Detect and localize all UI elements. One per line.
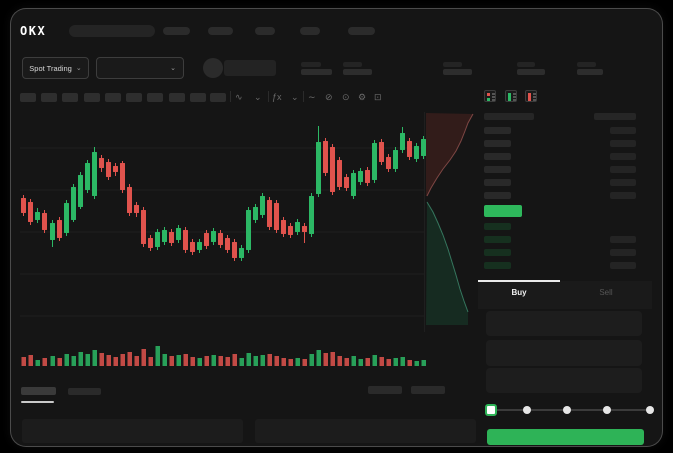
slider-dot[interactable] [603, 406, 611, 414]
bottom-toolbar-item[interactable] [411, 386, 445, 394]
timeframe-pill[interactable] [105, 93, 121, 102]
indicators-icon[interactable]: ƒx [272, 92, 282, 102]
trade-field[interactable] [486, 340, 642, 366]
nav-item[interactable] [163, 27, 190, 35]
tab-sell[interactable]: Sell [599, 288, 613, 297]
stat-label [443, 62, 462, 67]
camera-icon[interactable]: ⊙ [342, 92, 350, 102]
market-type-label: Spot Trading [29, 63, 72, 73]
stat-label [517, 62, 535, 67]
ob-bid-price[interactable] [484, 262, 511, 269]
ob-ask-amount [610, 179, 636, 186]
trendline-icon[interactable]: ∼ [308, 92, 316, 102]
bottom-toolbar-item[interactable] [368, 386, 402, 394]
toolbar-divider [303, 91, 304, 102]
timeframe-pill[interactable] [41, 93, 57, 102]
bottom-input[interactable] [255, 419, 476, 443]
market-type-selector[interactable]: Spot Trading ⌄ [22, 57, 89, 79]
ob-bid-amount [610, 249, 636, 256]
nav-item[interactable] [208, 27, 233, 35]
settings-icon[interactable]: ⚙ [358, 92, 367, 102]
ob-ask-amount [610, 127, 636, 134]
stat-label [301, 62, 321, 67]
ob-ask-amount [610, 140, 636, 147]
amount-slider-handle[interactable] [485, 404, 497, 416]
ob-ask-price[interactable] [484, 179, 511, 186]
slider-dot[interactable] [523, 406, 531, 414]
okx-logo: OKX [20, 24, 47, 38]
ob-layout-split-icon[interactable] [484, 90, 496, 102]
ob-ask-amount [610, 166, 636, 173]
stat-label [577, 62, 596, 67]
ob-ask-price[interactable] [484, 166, 511, 173]
ob-layout-asks-icon[interactable] [525, 90, 537, 102]
chevron-down-icon[interactable]: ⌄ [254, 92, 262, 102]
timeframe-pill[interactable] [62, 93, 78, 102]
stat-value [517, 69, 545, 75]
trade-tabbar [478, 281, 652, 309]
measure-icon[interactable]: ⊘ [325, 92, 333, 102]
active-tab-indicator [478, 280, 560, 282]
stat-value [301, 69, 332, 75]
ob-bid-price[interactable] [484, 236, 511, 243]
nav-item[interactable] [348, 27, 375, 35]
stat-value [443, 69, 472, 75]
timeframe-pill[interactable] [210, 93, 226, 102]
ob-ask-amount [610, 192, 636, 199]
ob-ask-amount [610, 153, 636, 160]
stat-value [577, 69, 603, 75]
trade-field[interactable] [486, 368, 642, 393]
pair-selector[interactable]: ⌄ [96, 57, 184, 79]
candle-style-icon[interactable]: ∿ [235, 92, 243, 102]
trade-field[interactable] [486, 311, 642, 336]
timeframe-pill[interactable] [190, 93, 206, 102]
ob-header-cell [484, 113, 534, 120]
bottom-tab[interactable] [68, 388, 101, 395]
fullscreen-icon[interactable]: ⊡ [374, 92, 382, 102]
timeframe-pill[interactable] [169, 93, 185, 102]
ob-bid-amount [610, 262, 636, 269]
slider-dot[interactable] [646, 406, 654, 414]
ob-ask-price[interactable] [484, 192, 511, 199]
ob-bid-price[interactable] [484, 249, 511, 256]
stat-label [343, 62, 362, 67]
bottom-input[interactable] [22, 419, 243, 443]
timeframe-pill[interactable] [20, 93, 36, 102]
tab-buy[interactable]: Buy [511, 288, 527, 297]
user-menu[interactable] [224, 60, 276, 76]
ob-layout-bids-icon[interactable] [505, 90, 517, 102]
timeframe-pill[interactable] [84, 93, 100, 102]
stat-value [343, 69, 372, 75]
avatar[interactable] [203, 58, 223, 78]
ob-bid-amount [610, 236, 636, 243]
ob-bid-price[interactable] [484, 223, 511, 230]
last-price-highlight[interactable] [484, 205, 522, 217]
bottom-tab-active[interactable] [21, 387, 56, 395]
ob-ask-price[interactable] [484, 153, 511, 160]
search-input[interactable] [69, 25, 155, 37]
bottom-tab-underline [21, 401, 54, 403]
ob-ask-price[interactable] [484, 127, 511, 134]
ob-ask-price[interactable] [484, 140, 511, 147]
nav-item[interactable] [255, 27, 275, 35]
toolbar-divider [268, 91, 269, 102]
ob-header-cell [594, 113, 636, 120]
chevron-down-icon: ⌄ [75, 65, 82, 72]
timeframe-pill[interactable] [147, 93, 163, 102]
timeframe-pill[interactable] [126, 93, 142, 102]
chevron-down-icon: ⌄ [170, 65, 176, 72]
toolbar-divider [230, 91, 231, 102]
buy-submit-button[interactable] [487, 429, 644, 445]
chevron-down-icon[interactable]: ⌄ [291, 92, 299, 102]
slider-dot[interactable] [563, 406, 571, 414]
nav-item[interactable] [300, 27, 320, 35]
